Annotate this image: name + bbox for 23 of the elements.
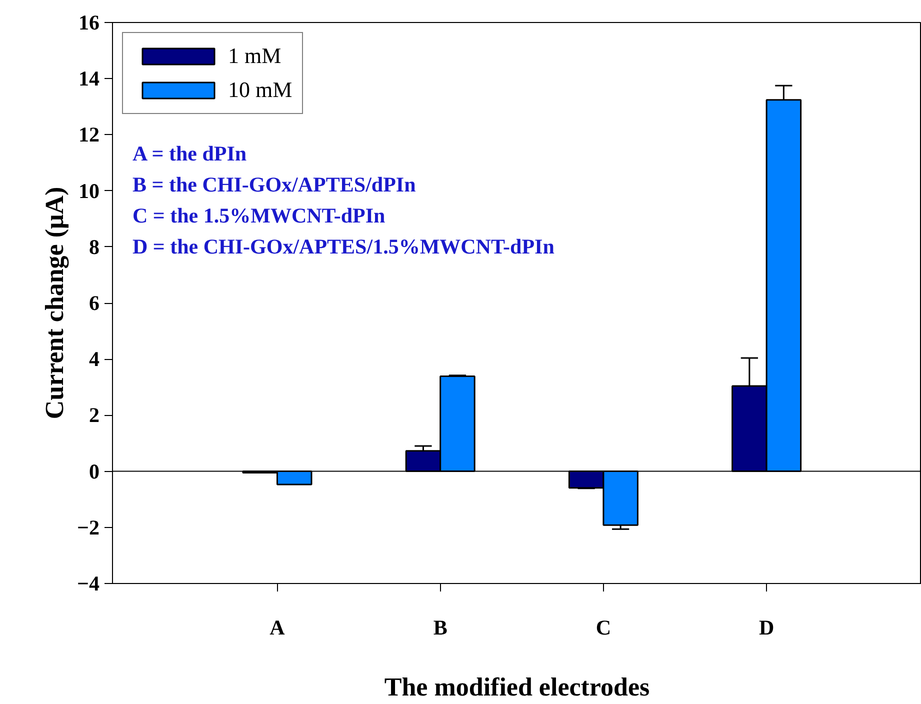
x-tick-label: A <box>270 616 286 640</box>
y-tick-label: 0 <box>89 459 100 484</box>
x-tick-label: D <box>758 616 774 640</box>
y-tick-label: 12 <box>78 122 100 147</box>
y-tick-label: 8 <box>89 234 100 259</box>
y-tick-label: 16 <box>78 10 100 34</box>
y-tick-label: −2 <box>77 515 100 540</box>
y-axis-title: Current change (μA) <box>40 186 70 420</box>
y-tick-label: 4 <box>89 347 100 372</box>
y-tick-label: −4 <box>77 572 100 596</box>
annotation: C = the 1.5%MWCNT-dPIn <box>132 204 386 228</box>
annotation: B = the CHI-GOx/APTES/dPIn <box>132 172 416 196</box>
x-tick-label: C <box>596 616 612 640</box>
y-tick-label: 6 <box>89 291 100 315</box>
legend-label: 1 mM <box>228 43 282 69</box>
y-tick-label: 14 <box>78 66 100 91</box>
x-tick-label: B <box>433 616 448 640</box>
y-tick-label: 2 <box>89 403 100 428</box>
annotation: A = the dPIn <box>132 142 247 166</box>
y-tick-label: 10 <box>78 178 100 203</box>
x-axis-title: The modified electrodes <box>384 672 650 702</box>
annotation: D = the CHI-GOx/APTES/1.5%MWCNT-dPIn <box>132 234 555 258</box>
legend-label: 10 mM <box>228 77 292 103</box>
